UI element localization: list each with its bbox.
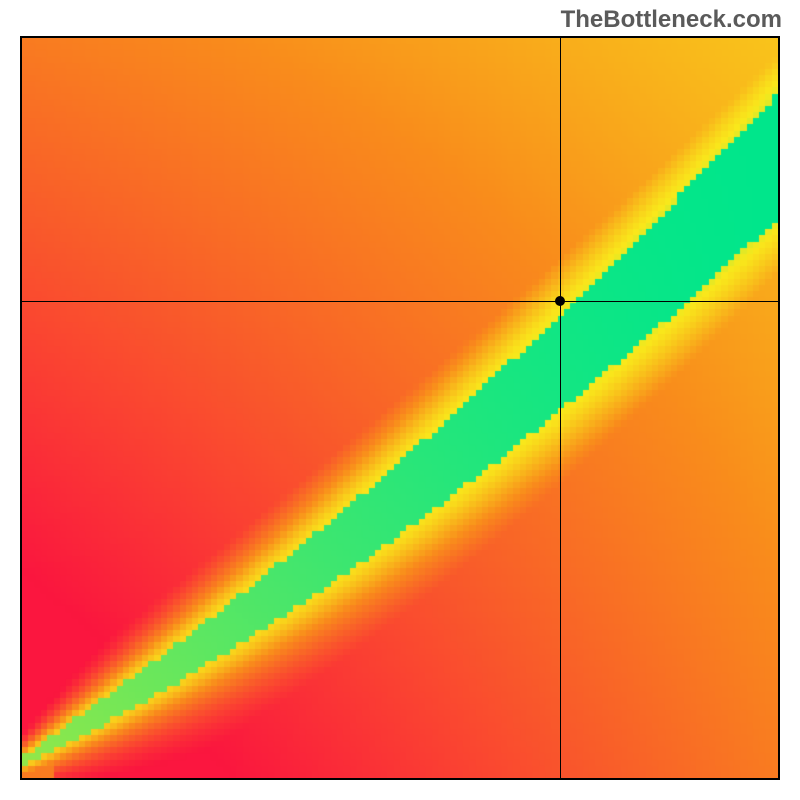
crosshair-vertical: [560, 38, 561, 778]
chart-container: TheBottleneck.com: [0, 0, 800, 800]
marker-point: [555, 296, 565, 306]
crosshair-horizontal: [22, 301, 778, 302]
watermark-text: TheBottleneck.com: [561, 6, 782, 34]
heatmap-plot: [20, 36, 780, 780]
heatmap-canvas: [22, 38, 778, 778]
